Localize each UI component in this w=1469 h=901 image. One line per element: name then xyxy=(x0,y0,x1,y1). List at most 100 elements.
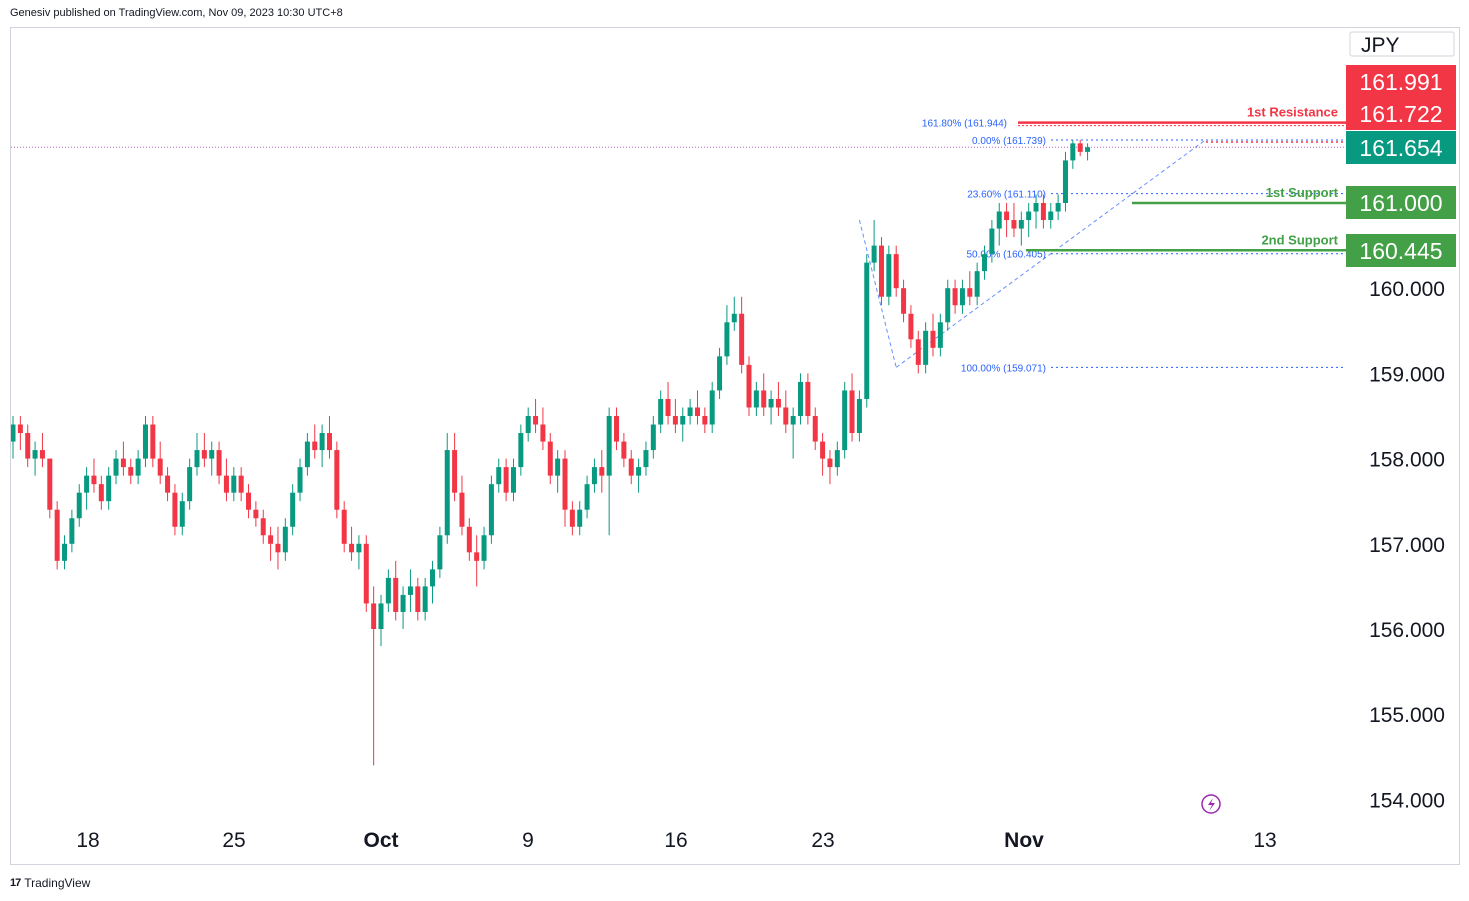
x-tick-label: Oct xyxy=(363,829,398,852)
fib-level-label: 23.60% (161.110) xyxy=(967,190,1046,201)
candle-body xyxy=(518,433,524,468)
candle-body xyxy=(724,322,730,357)
lightning-bolt-icon xyxy=(1208,798,1215,811)
tradingview-footer[interactable]: 17 TradingView xyxy=(10,876,90,890)
candle-body xyxy=(459,492,465,527)
candle-body xyxy=(201,450,207,459)
fib-level-label: 100.00% (159.071) xyxy=(961,363,1046,374)
candlestick-chart[interactable]: 161.80% (161.944) 0.00% (161.739) 23.60% (… xyxy=(11,28,1459,864)
candle-body xyxy=(694,407,700,416)
candle-body xyxy=(488,484,494,536)
candle-body xyxy=(1048,211,1054,221)
level-label: 1st Resistance xyxy=(1247,105,1338,120)
candle-body xyxy=(709,390,715,425)
candle-body xyxy=(753,390,759,408)
candle-body xyxy=(702,416,708,425)
candle-body xyxy=(378,603,384,629)
candle-body xyxy=(98,484,104,502)
candle-body xyxy=(356,543,362,553)
x-tick-label: 18 xyxy=(76,829,99,852)
candle-body xyxy=(856,398,862,434)
candle-body xyxy=(84,475,90,493)
candle-body xyxy=(599,467,605,476)
level-label: 1st Support xyxy=(1266,185,1339,200)
candle-body xyxy=(444,450,450,536)
price-label-text: 160.445 xyxy=(1359,238,1442,264)
candle-body xyxy=(253,509,259,519)
candle-body xyxy=(768,398,774,408)
candle-body xyxy=(761,390,767,408)
candle-body xyxy=(878,245,884,297)
y-tick-label: 154.000 xyxy=(1369,789,1445,812)
candle-body xyxy=(393,577,399,612)
candle-body xyxy=(282,526,288,553)
candle-body xyxy=(172,492,178,527)
candle-body xyxy=(363,543,369,604)
candle-body xyxy=(62,543,68,561)
candle-body xyxy=(606,416,612,476)
candle-body xyxy=(113,458,119,476)
candle-body xyxy=(540,424,546,442)
candle-body xyxy=(297,467,303,493)
candle-body xyxy=(775,398,781,408)
candle-body xyxy=(687,407,693,416)
candle-body xyxy=(223,475,229,493)
candle-body xyxy=(533,416,539,425)
candle-body xyxy=(1070,143,1076,161)
fib-trend-line xyxy=(858,219,897,368)
candle-body xyxy=(474,552,480,561)
candle-body xyxy=(120,458,126,468)
x-tick-label: 25 xyxy=(222,829,245,852)
candle-body xyxy=(25,433,31,459)
candle-body xyxy=(952,288,958,306)
candle-body xyxy=(157,458,163,476)
price-label-text: 161.991 xyxy=(1359,69,1442,95)
candle-body xyxy=(739,313,745,365)
candle-body xyxy=(187,467,193,502)
candle-body xyxy=(260,518,266,536)
candle-body xyxy=(510,467,516,493)
price-label-text: 161.000 xyxy=(1359,190,1442,216)
candle-body xyxy=(1018,220,1024,229)
candle-body xyxy=(886,254,892,297)
candle-body xyxy=(805,381,811,416)
candle-body xyxy=(1055,203,1061,212)
price-label-box xyxy=(1346,65,1456,98)
candle-body xyxy=(628,458,634,476)
candle-body xyxy=(665,398,671,416)
candle-body xyxy=(569,509,575,527)
candle-body xyxy=(672,416,678,425)
candle-body xyxy=(834,450,840,468)
candle-body xyxy=(621,441,627,459)
candle-body xyxy=(746,364,752,408)
candle-body xyxy=(908,313,914,340)
candle-body xyxy=(1085,147,1091,152)
candle-body xyxy=(179,501,185,527)
y-tick-label: 159.000 xyxy=(1369,363,1445,386)
candle-body xyxy=(54,509,60,561)
candle-body xyxy=(717,356,723,391)
candle-body xyxy=(901,288,907,314)
candle-body xyxy=(820,441,826,459)
candle-body xyxy=(106,475,112,502)
candle-body xyxy=(481,535,487,561)
candle-body xyxy=(216,450,222,476)
currency-label: JPY xyxy=(1361,34,1400,57)
candle-body xyxy=(150,424,156,459)
candle-body xyxy=(91,475,97,485)
candle-body xyxy=(209,450,215,459)
candle-body xyxy=(452,450,458,493)
candle-body xyxy=(525,416,531,434)
candle-body xyxy=(1026,211,1032,221)
fib-level-label: 161.80% (161.944) xyxy=(922,119,1007,130)
candle-body xyxy=(650,424,656,451)
candle-body xyxy=(827,458,833,468)
candle-body xyxy=(547,441,553,476)
x-tick-label: 23 xyxy=(811,829,834,852)
candle-body xyxy=(39,450,45,459)
candle-body xyxy=(32,450,38,459)
candle-body xyxy=(1062,160,1068,203)
candle-body xyxy=(430,569,436,587)
price-label-box xyxy=(1346,97,1456,130)
candle-body xyxy=(974,271,980,297)
